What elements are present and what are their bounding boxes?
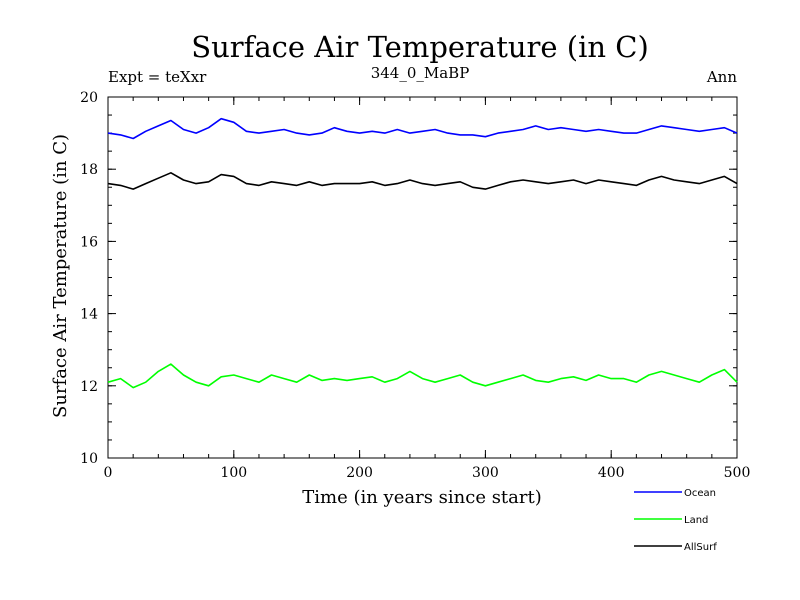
y-tick-label: 10 (80, 451, 98, 467)
season-label: Ann (706, 68, 737, 86)
legend: Ocean Land AllSurf (634, 488, 717, 553)
x-tick-label: 0 (104, 465, 113, 481)
legend-label-allsurf: AllSurf (684, 542, 717, 553)
y-axis-label: Surface Air Temperature (in C) (50, 134, 71, 418)
x-tick-label: 200 (346, 465, 373, 481)
legend-label-ocean: Ocean (684, 488, 716, 499)
plot-area: 0 100 200 300 400 500 10 12 14 16 18 20 (80, 90, 750, 481)
x-tick-label: 400 (598, 465, 625, 481)
age-label: 344_0_MaBP (371, 64, 470, 82)
legend-label-land: Land (684, 515, 708, 526)
y-tick-label: 12 (80, 379, 98, 395)
x-tick-label: 300 (472, 465, 499, 481)
y-tick-label: 14 (80, 307, 98, 323)
y-tick-label: 20 (80, 90, 98, 106)
series-line-ocean (107, 117, 738, 140)
y-tick-label: 18 (80, 162, 98, 178)
series-line-allsurf (107, 172, 738, 190)
series-line-land (107, 363, 738, 389)
plot-frame (107, 96, 738, 459)
x-tick-label: 100 (220, 465, 247, 481)
y-tick-label: 16 (80, 234, 98, 250)
x-tick-label: 500 (724, 465, 751, 481)
x-axis-label: Time (in years since start) (302, 487, 542, 508)
chart-title: Surface Air Temperature (in C) (191, 30, 649, 64)
experiment-label: Expt = teXxr (108, 68, 207, 86)
